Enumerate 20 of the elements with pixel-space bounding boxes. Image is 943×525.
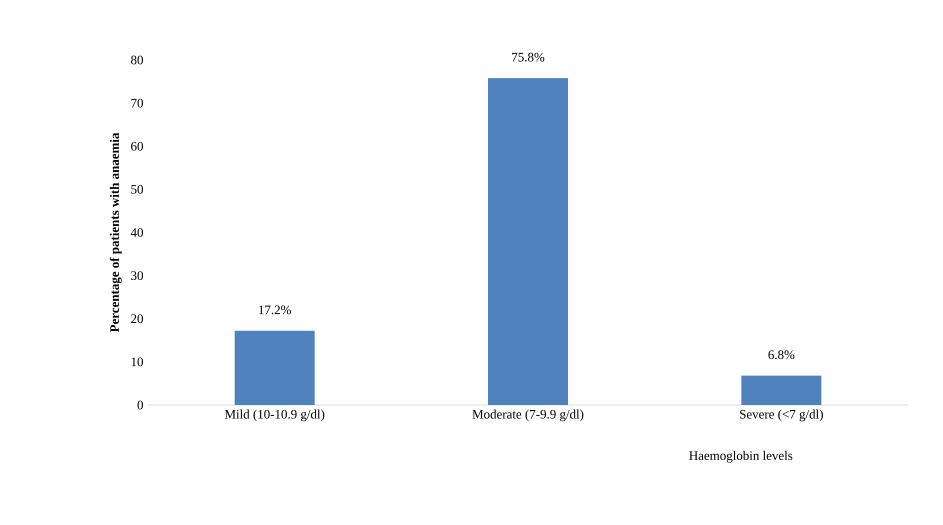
data-label: 75.8%: [512, 52, 544, 62]
y-tick-label: 20: [131, 314, 143, 324]
x-axis-title: Haemoglobin levels: [689, 450, 792, 463]
x-tick-label: Moderate (7-9.9 g/dl): [472, 410, 584, 422]
bar: [741, 376, 822, 405]
data-label: 17.2%: [259, 306, 291, 314]
y-tick-label: 50: [131, 184, 143, 194]
y-axis-title: Percentage of patients with anaemia: [110, 132, 122, 332]
bar: [488, 78, 568, 405]
y-tick-label: 70: [131, 98, 143, 108]
y-tick-label: 40: [130, 228, 143, 237]
data-label: 6.8%: [768, 350, 794, 360]
y-tick-label: 0: [138, 400, 143, 410]
bar: [234, 330, 315, 405]
x-tick-label: Severe (<7 g/dl): [740, 410, 823, 422]
y-tick-label: 10: [132, 357, 143, 366]
y-tick-label: 80: [131, 56, 143, 64]
x-tick-label: Mild (10-10.9 g/dl): [224, 410, 324, 422]
y-tick-label: 30: [131, 271, 143, 280]
y-tick-label: 60: [131, 142, 143, 151]
